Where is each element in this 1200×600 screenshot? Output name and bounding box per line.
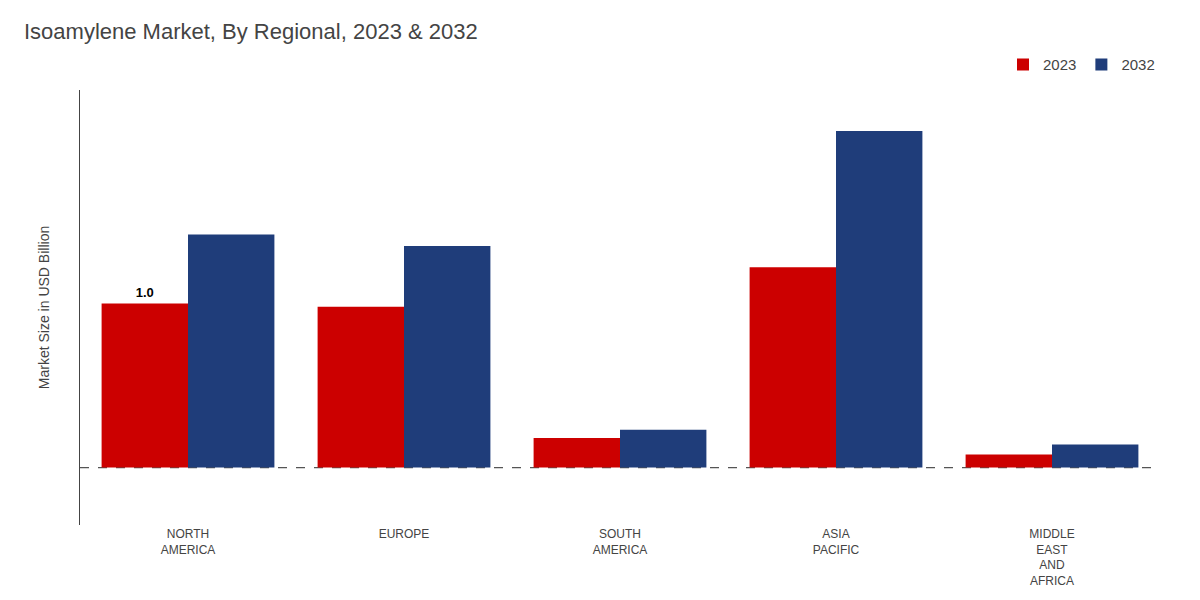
svg-text:2032: 2032: [1121, 56, 1154, 73]
svg-text:2023: 2023: [1043, 56, 1076, 73]
svg-text:SOUTHAMERICA: SOUTHAMERICA: [593, 527, 648, 557]
svg-text:1.0: 1.0: [136, 285, 154, 300]
svg-text:MIDDLEEASTANDAFRICA: MIDDLEEASTANDAFRICA: [1029, 527, 1074, 588]
svg-text:NORTHAMERICA: NORTHAMERICA: [161, 527, 216, 557]
svg-text:Market Size in USD Billion: Market Size in USD Billion: [36, 226, 52, 389]
svg-text:ASIAPACIFIC: ASIAPACIFIC: [813, 527, 860, 557]
svg-text:EUROPE: EUROPE: [379, 527, 430, 541]
svg-text:Isoamylene Market, By Regional: Isoamylene Market, By Regional, 2023 & 2…: [24, 19, 478, 44]
